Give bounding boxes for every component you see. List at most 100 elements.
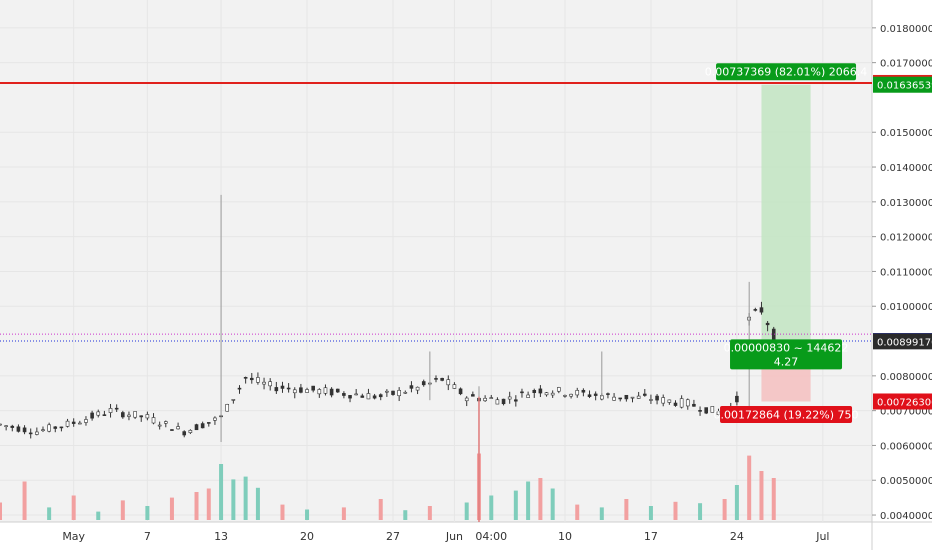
candle-body: [649, 399, 653, 401]
candle-body: [286, 387, 291, 390]
candle-body: [243, 377, 248, 379]
candle-body: [292, 389, 297, 394]
candle-body: [575, 390, 580, 396]
candle-body: [170, 429, 174, 431]
candle-body: [532, 390, 537, 393]
volume-bar: [599, 507, 604, 520]
candle-body: [108, 408, 113, 413]
candle-body: [385, 390, 389, 393]
volume-bar: [648, 506, 653, 520]
price-badge-label: 0.01636539: [877, 81, 932, 92]
time-axis-panel: [0, 522, 932, 550]
volume-bar: [464, 502, 469, 520]
candle-body: [557, 387, 561, 392]
volume-bar: [280, 504, 285, 520]
candle-body: [403, 391, 408, 394]
candle-body: [84, 419, 88, 423]
volume-bar: [378, 499, 383, 520]
candle-body: [538, 388, 543, 394]
candle-body: [587, 394, 592, 397]
candle-body: [716, 411, 721, 415]
volume-bar: [145, 506, 150, 520]
volume-bar: [747, 455, 752, 520]
candle-body: [440, 377, 444, 381]
candle-body: [157, 424, 162, 427]
candle-body: [342, 393, 346, 396]
candle-body: [655, 395, 659, 401]
candle-body: [145, 414, 150, 419]
candle-body: [606, 393, 610, 395]
volume-bar: [305, 509, 310, 520]
volume-bar: [231, 479, 236, 520]
candle-body: [421, 381, 426, 386]
candle-body: [360, 395, 365, 398]
candle-body: [765, 322, 770, 326]
candle-body: [151, 417, 156, 424]
x-tick-label: 20: [300, 530, 314, 543]
candle-body: [397, 390, 401, 397]
candle-body: [642, 393, 647, 396]
candle-body: [249, 377, 254, 381]
candle-body: [90, 412, 94, 419]
candle-body: [630, 396, 635, 399]
x-tick-label: 13: [214, 530, 228, 543]
candle-body: [78, 422, 82, 425]
candle-body: [471, 394, 475, 397]
volume-bar: [341, 507, 346, 520]
volume-bar: [120, 500, 125, 520]
volume-bar: [734, 485, 739, 520]
volume-bar: [96, 511, 101, 520]
x-tick-label: 7: [144, 530, 151, 543]
x-tick-label: Jul: [815, 530, 829, 543]
candle-body: [206, 422, 211, 424]
candle-body: [4, 425, 8, 427]
candle-body: [563, 395, 567, 397]
candle-body: [735, 395, 739, 403]
candle-body: [434, 378, 438, 380]
candle-body: [348, 395, 352, 399]
volume-bar: [538, 478, 543, 520]
candle-body: [544, 392, 549, 396]
candle-body: [280, 385, 285, 389]
candle-body: [299, 387, 303, 393]
candle-body: [121, 412, 125, 418]
volume-bar: [771, 478, 776, 520]
x-tick-label: 04:00: [475, 530, 507, 543]
volume-bar: [403, 510, 408, 520]
candle-body: [501, 398, 506, 405]
candle-body: [618, 397, 623, 400]
candle-body: [317, 389, 322, 395]
candle-body: [636, 395, 641, 399]
volume-bar: [722, 499, 727, 520]
candle-body: [452, 384, 457, 389]
candle-body: [96, 411, 101, 416]
y-tick-label: 0.00400000: [880, 511, 932, 522]
candle-body: [624, 394, 629, 400]
volume-bar: [243, 476, 248, 520]
candle-body: [256, 377, 260, 383]
candle-body: [329, 388, 334, 396]
candle-body: [71, 421, 76, 424]
candle-body: [194, 424, 199, 431]
candle-body: [458, 388, 463, 395]
candle-body: [182, 431, 187, 436]
candle-body: [47, 424, 51, 432]
candle-body: [65, 420, 70, 427]
candle-body: [354, 393, 358, 396]
candle-body: [213, 417, 217, 421]
candle-body: [550, 392, 555, 396]
price-badge: [873, 76, 932, 93]
candle-body: [133, 411, 137, 418]
candle-body: [372, 395, 377, 399]
candle-body: [673, 402, 678, 406]
candle-body: [446, 379, 451, 386]
x-tick-label: Jun: [445, 530, 463, 543]
candle-body: [612, 396, 616, 401]
candle-body: [22, 427, 27, 433]
